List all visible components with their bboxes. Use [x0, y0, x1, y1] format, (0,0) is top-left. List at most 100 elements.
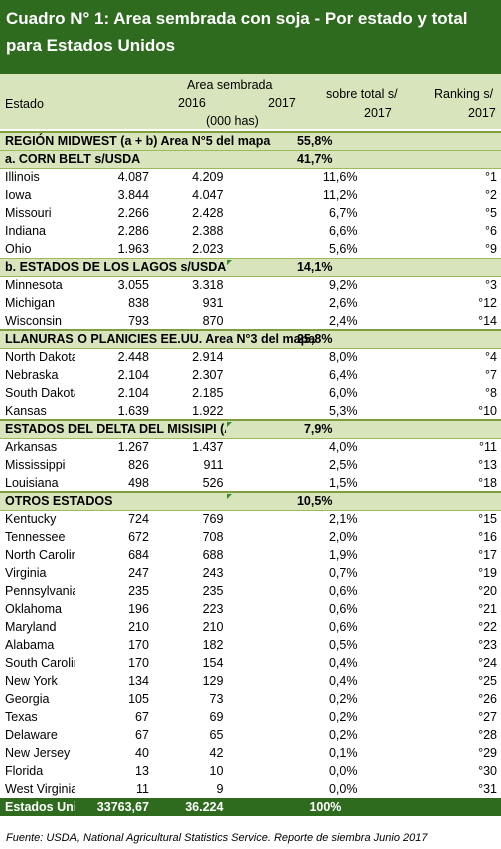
area-2017: 4.047: [192, 188, 224, 202]
section-row: REGIÓN MIDWEST (a + b) Area N°5 del mapa…: [0, 131, 501, 151]
table-row: Mississippi 826 911 2,5% °13: [0, 456, 501, 474]
area-2016: 793: [128, 313, 149, 328]
table-row: North Carolina 684 688 1,9% °17: [0, 546, 501, 564]
state-name: Virginia: [5, 566, 47, 580]
table-row: Texas 67 69 0,2% °27: [0, 708, 501, 726]
state-name: South Dakota: [5, 386, 76, 400]
area-2016: 105: [128, 692, 149, 706]
share-2017: 0,2%: [328, 710, 358, 724]
ranking: °9: [485, 241, 497, 256]
area-2016: 67: [135, 710, 149, 724]
section-share: 7,9%: [226, 419, 377, 439]
ranking: °15: [478, 512, 497, 527]
area-2017: 688: [202, 548, 224, 562]
header-ranking-line1: Ranking s/: [434, 87, 494, 101]
area-2017: 243: [202, 566, 224, 580]
area-2016: 684: [128, 548, 149, 562]
table-row: South Carolina 170 154 0,4% °24: [0, 654, 501, 672]
share-2017: 0,4%: [328, 656, 358, 670]
share-2017: 1,9%: [328, 548, 358, 562]
header-sobre-total-line2: 2017: [364, 106, 392, 120]
share-2017: 0,4%: [328, 674, 358, 688]
ranking: °29: [478, 746, 497, 760]
section-name: ESTADOS DEL DELTA DEL MISISIPI (Area N°4…: [0, 419, 281, 439]
table-row: Michigan 838 931 2,6% °12: [0, 294, 501, 312]
ranking: °16: [478, 530, 497, 544]
area-2017: 4.209: [192, 170, 224, 185]
table-row: New Jersey 40 42 0,1% °29: [0, 744, 501, 762]
table-row: North Dakota 2.448 2.914 8,0% °4: [0, 348, 501, 366]
ranking: °17: [478, 548, 497, 562]
area-2016: 1.963: [117, 241, 149, 256]
state-name: Ohio: [5, 241, 32, 256]
header-estado: Estado: [5, 97, 44, 111]
table-row: Iowa 3.844 4.047 11,2% °2: [0, 186, 501, 204]
ranking: °24: [478, 656, 497, 670]
table-row: Kentucky 724 769 2,1% °15: [0, 510, 501, 528]
area-2017: 931: [202, 296, 224, 310]
ranking: [376, 798, 501, 816]
area-2017: 3.318: [192, 278, 224, 293]
empty-cell: [376, 491, 501, 511]
table-row: South Dakota 2.104 2.185 6,0% °8: [0, 384, 501, 402]
table-row: Oklahoma 196 223 0,6% °21: [0, 600, 501, 618]
state-name: Kansas: [5, 403, 47, 418]
state-name: Oklahoma: [5, 602, 62, 616]
ranking: °25: [478, 674, 497, 688]
ranking: °23: [478, 638, 497, 652]
share-2017: 2,4%: [328, 313, 358, 328]
state-name: Texas: [5, 710, 38, 724]
table-row: Nebraska 2.104 2.307 6,4% °7: [0, 366, 501, 384]
share-2017: 0,0%: [328, 764, 358, 778]
table-row: Indiana 2.286 2.388 6,6% °6: [0, 222, 501, 240]
ranking: °10: [478, 403, 497, 418]
area-2017: 73: [209, 692, 224, 706]
share-2017: 6,6%: [328, 224, 358, 238]
table-body: REGIÓN MIDWEST (a + b) Area N°5 del mapa…: [0, 131, 501, 816]
share-2017: 2,1%: [328, 512, 358, 527]
ranking: °3: [485, 278, 497, 293]
area-2017: 154: [202, 656, 224, 670]
state-name: North Dakota: [5, 350, 76, 365]
area-2016: 134: [128, 674, 149, 688]
area-2016: 247: [128, 566, 149, 580]
section-share: 41,7%: [226, 149, 377, 169]
section-name: OTROS ESTADOS: [0, 491, 227, 511]
header-unit: (000 has): [206, 114, 259, 128]
area-2017: 10: [209, 764, 224, 778]
area-2016: 724: [128, 512, 149, 527]
ranking: °31: [478, 782, 497, 796]
state-name: New Jersey: [5, 746, 71, 760]
table-row: Minnesota 3.055 3.318 9,2% °3: [0, 276, 501, 294]
share-2017: 5,6%: [328, 241, 358, 256]
state-name: Louisiana: [5, 475, 59, 490]
title-line-2: para Estados Unidos: [6, 36, 176, 55]
state-name: Minnesota: [5, 278, 63, 293]
ranking: °22: [478, 620, 497, 634]
table-row: Louisiana 498 526 1,5% °18: [0, 474, 501, 492]
area-2016: 2.104: [117, 368, 149, 382]
table-row: West Virginia 11 9 0,0% °31: [0, 780, 501, 798]
state-name: Nebraska: [5, 368, 59, 382]
header-year-2017: 2017: [268, 96, 296, 110]
state-name: West Virginia: [5, 782, 76, 796]
state-name: Illinois: [5, 170, 40, 185]
title-line-1: Cuadro N° 1: Area sembrada con soja - Po…: [6, 9, 468, 28]
share-2017: 2,0%: [328, 530, 358, 544]
table-row: Tennessee 672 708 2,0% °16: [0, 528, 501, 546]
state-name: North Carolina: [5, 548, 76, 562]
section-row: b. ESTADOS DE LOS LAGOS s/USDA 14,1%: [0, 257, 501, 277]
state-name: New York: [5, 674, 58, 688]
share-2017: 4,0%: [328, 440, 358, 455]
table-row: Kansas 1.639 1.922 5,3% °10: [0, 402, 501, 420]
section-share: 10,5%: [226, 491, 377, 511]
section-row: OTROS ESTADOS 10,5%: [0, 491, 501, 511]
area-2016: 2.448: [117, 350, 149, 365]
area-2016: 33763,67: [75, 798, 151, 816]
share-2017: 2,5%: [328, 458, 358, 472]
share-2017: 0,1%: [328, 746, 358, 760]
ranking: °13: [478, 458, 497, 472]
area-2016: 838: [128, 296, 149, 310]
state-name: Michigan: [5, 296, 56, 310]
